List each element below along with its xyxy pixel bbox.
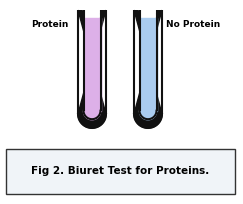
Text: No Protein: No Protein [166, 20, 220, 29]
Polygon shape [84, 10, 101, 119]
Polygon shape [139, 10, 156, 119]
Text: Fig 2. Biuret Test for Proteins.: Fig 2. Biuret Test for Proteins. [31, 166, 210, 176]
Bar [139, 18, 156, 111]
Polygon shape [134, 10, 162, 128]
Bar [84, 18, 101, 111]
Polygon shape [139, 111, 156, 120]
Polygon shape [84, 111, 101, 120]
Polygon shape [78, 10, 106, 128]
Polygon shape [84, 111, 101, 120]
Polygon shape [139, 111, 156, 120]
Text: Protein: Protein [31, 20, 69, 29]
Bar [139, 18, 156, 111]
FancyBboxPatch shape [6, 149, 235, 194]
Bar [84, 18, 101, 111]
